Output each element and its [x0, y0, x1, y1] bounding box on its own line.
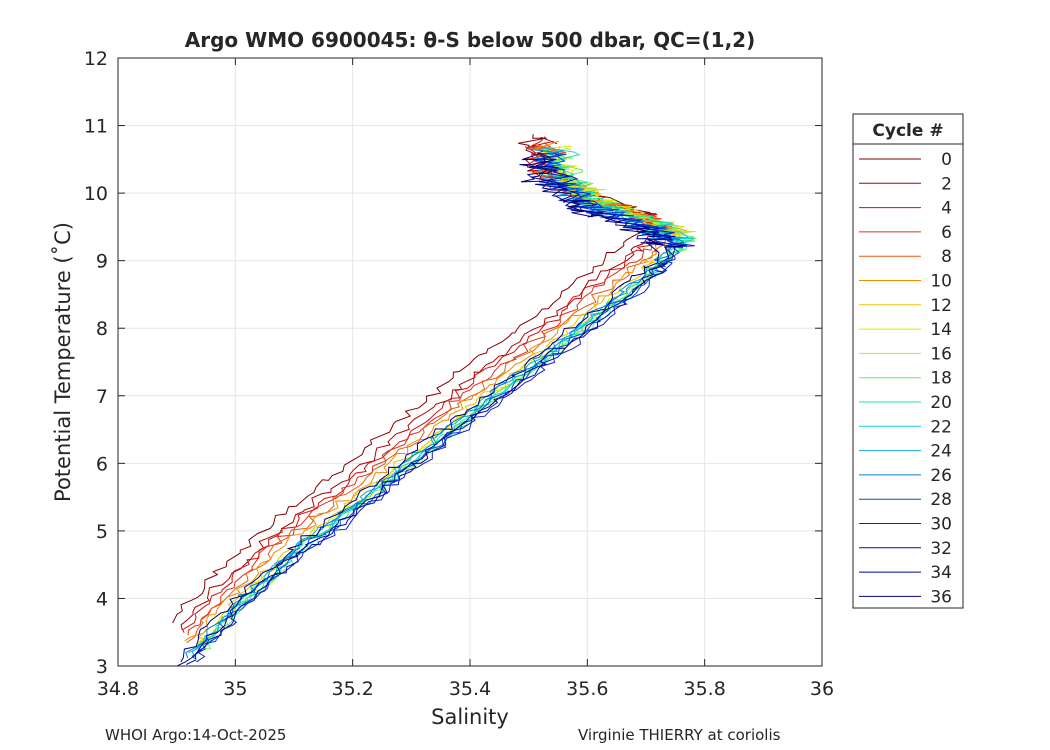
x-tick-label: 35.8 — [684, 678, 726, 700]
series-cycle-30 — [196, 153, 695, 663]
legend-entry-label: 8 — [941, 247, 952, 267]
legend-entry-label: 32 — [930, 539, 952, 559]
series-cycle-32 — [185, 154, 688, 665]
y-axis-label: Potential Temperature (˚C) — [51, 222, 75, 502]
legend-entry-label: 26 — [930, 466, 952, 486]
legend-entry-label: 6 — [941, 223, 952, 243]
y-tick-label: 4 — [96, 588, 108, 610]
y-tick-label: 5 — [96, 521, 108, 543]
series-group — [172, 134, 697, 667]
legend: Cycle # 02468101214161820222426283032343… — [852, 113, 964, 609]
series-cycle-26 — [185, 148, 685, 659]
legend-entry-label: 2 — [941, 174, 952, 194]
x-axis-ticks: 34.8 35 35.2 35.4 35.6 35.8 36 — [97, 58, 834, 700]
x-tick-label: 36 — [810, 678, 834, 700]
x-tick-label: 34.8 — [97, 678, 139, 700]
legend-entry-label: 4 — [941, 199, 952, 219]
legend-entry-label: 16 — [930, 344, 952, 364]
series-cycle-10 — [184, 140, 691, 642]
y-tick-label: 8 — [96, 318, 108, 340]
series-cycle-36 — [180, 152, 674, 663]
x-tick-label: 35.2 — [332, 678, 374, 700]
y-tick-label: 9 — [96, 251, 108, 273]
x-axis-label: Salinity — [431, 705, 509, 729]
y-axis-ticks: 3 4 5 6 7 8 9 10 11 12 — [84, 48, 822, 678]
footer-left: WHOI Argo:14-Oct-2025 — [105, 726, 286, 744]
legend-entry-label: 20 — [930, 393, 952, 413]
y-tick-label: 6 — [96, 453, 108, 475]
legend-entry-label: 24 — [930, 442, 952, 462]
legend-entry-label: 36 — [930, 587, 952, 607]
legend-entry-label: 28 — [930, 490, 952, 510]
legend-title: Cycle # — [872, 121, 943, 141]
x-tick-label: 35.6 — [566, 678, 608, 700]
y-tick-label: 3 — [96, 656, 108, 678]
y-tick-label: 10 — [84, 183, 108, 205]
footer-right: Virginie THIERRY at coriolis — [578, 726, 781, 744]
legend-entry-label: 34 — [930, 563, 952, 583]
y-tick-label: 11 — [84, 116, 108, 138]
legend-entry-label: 14 — [930, 320, 952, 340]
y-tick-label: 12 — [84, 48, 108, 70]
legend-entry-label: 10 — [930, 272, 952, 292]
legend-entry-label: 0 — [941, 150, 952, 170]
legend-box — [852, 113, 964, 609]
y-tick-label: 7 — [96, 386, 108, 408]
legend-entry-label: 18 — [930, 369, 952, 389]
legend-entry-label: 12 — [930, 296, 952, 316]
x-tick-label: 35 — [223, 678, 247, 700]
legend-entry-label: 22 — [930, 417, 952, 437]
chart-title: Argo WMO 6900045: θ-S below 500 dbar, QC… — [185, 28, 755, 52]
series-cycle-8 — [186, 143, 684, 644]
x-tick-label: 35.4 — [449, 678, 491, 700]
legend-entry-label: 30 — [930, 515, 952, 535]
